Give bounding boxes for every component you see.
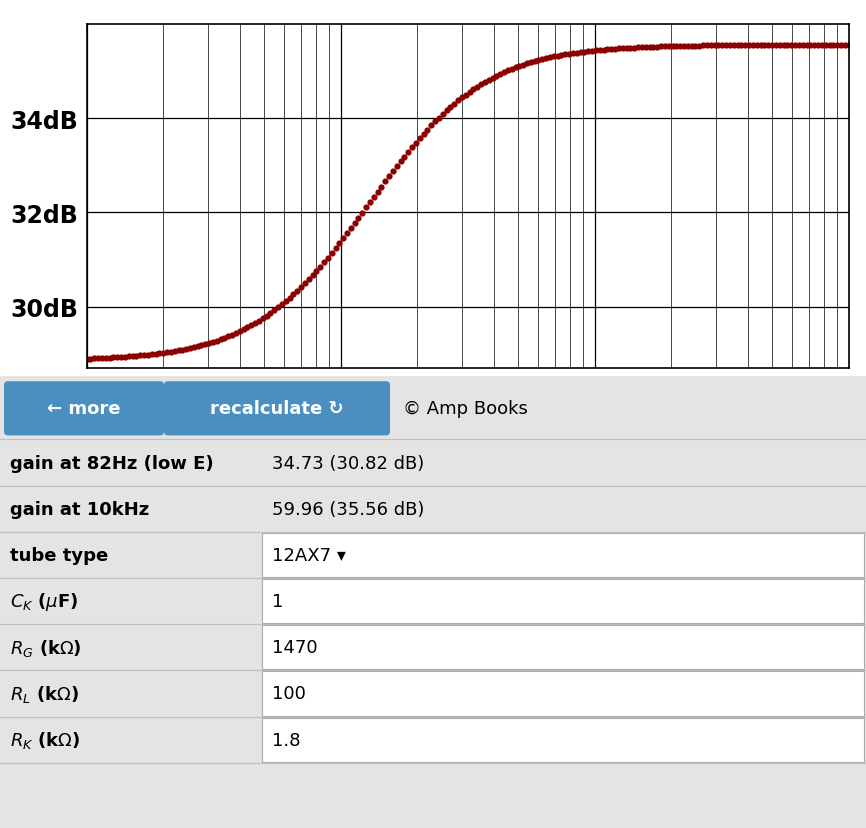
Text: © Amp Books: © Amp Books (403, 400, 528, 418)
Bar (0, 532, 866, 578)
Bar (0, 717, 866, 763)
Text: gain at 10kHz: gain at 10kHz (10, 500, 149, 518)
Text: 12AX7 ▾: 12AX7 ▾ (272, 546, 346, 564)
Text: 100: 100 (272, 685, 306, 703)
Text: 34.73 (30.82 dB): 34.73 (30.82 dB) (272, 454, 424, 472)
Bar (0, 671, 866, 717)
Text: $R_K$ (k$\Omega$): $R_K$ (k$\Omega$) (10, 729, 81, 750)
Text: $R_G$ (k$\Omega$): $R_G$ (k$\Omega$) (10, 637, 81, 658)
Bar (0, 440, 866, 486)
Bar (262, 625, 864, 670)
Text: 59.96 (35.56 dB): 59.96 (35.56 dB) (272, 500, 424, 518)
Text: 1.8: 1.8 (272, 731, 301, 749)
FancyBboxPatch shape (164, 382, 390, 436)
Bar (262, 580, 864, 623)
FancyBboxPatch shape (4, 382, 164, 436)
Bar (262, 718, 864, 762)
Text: tube type: tube type (10, 546, 108, 564)
Text: 1: 1 (272, 592, 283, 610)
Bar (262, 533, 864, 577)
Text: $R_L$ (k$\Omega$): $R_L$ (k$\Omega$) (10, 683, 79, 704)
Bar (262, 672, 864, 715)
Text: ← more: ← more (48, 400, 120, 418)
Text: 1470: 1470 (272, 638, 318, 657)
Text: recalculate ↻: recalculate ↻ (210, 400, 344, 418)
Text: $C_K$ ($\mu$F): $C_K$ ($\mu$F) (10, 590, 78, 613)
Text: gain at 82Hz (low E): gain at 82Hz (low E) (10, 454, 214, 472)
Bar (0, 486, 866, 532)
Bar (0, 624, 866, 671)
Bar (0, 578, 866, 624)
